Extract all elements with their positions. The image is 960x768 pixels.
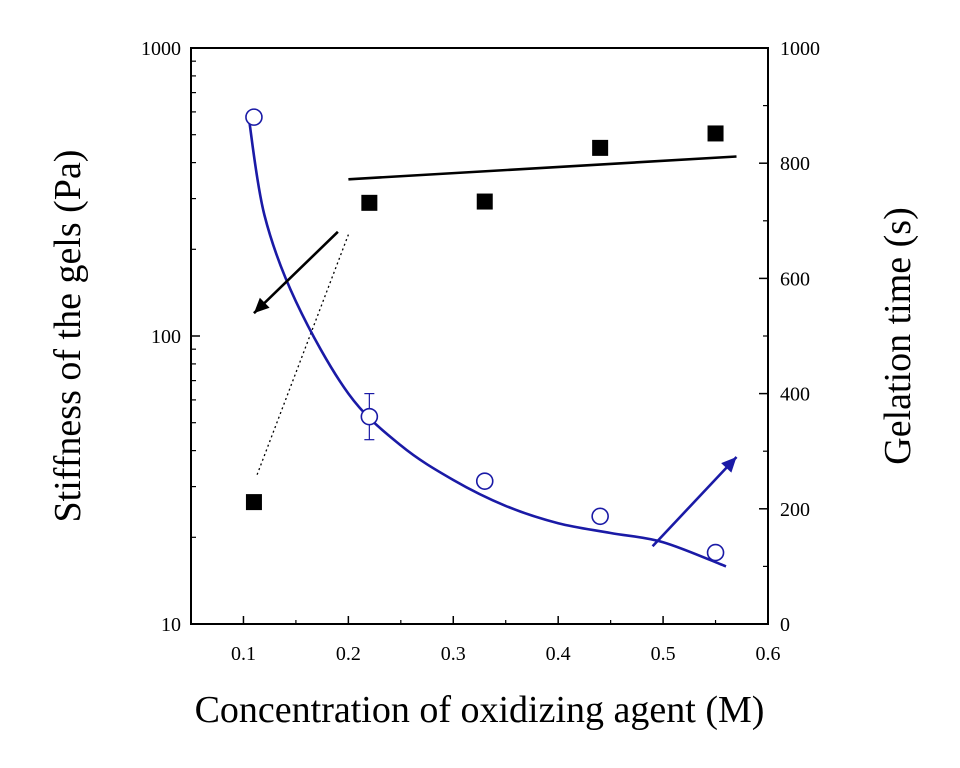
stiffness-point <box>245 494 262 511</box>
right-axis-arrow-head <box>721 456 737 473</box>
stiffness-fit-line <box>348 155 737 181</box>
right-y-tick-label: 400 <box>780 384 810 406</box>
left-y-tick-label: 100 <box>151 326 181 348</box>
right-axis-arrow-shaft <box>651 456 738 548</box>
right-y-tick-label: 800 <box>780 153 810 175</box>
stiffness-point <box>361 194 378 211</box>
x-tick-label: 0.3 <box>441 643 466 665</box>
gelation-time-point <box>245 108 263 126</box>
stiffness-dotted-guide-line <box>256 234 350 475</box>
x-tick-label: 0.1 <box>231 643 256 665</box>
right-y-axis-title: Gelation time (s) <box>877 207 919 464</box>
gelation-time-point <box>475 472 494 490</box>
right-y-tick-label: 200 <box>780 499 810 521</box>
plot-frame <box>190 47 769 625</box>
error-bars <box>364 393 721 559</box>
left-y-tick-label: 1000 <box>141 38 181 60</box>
stiffness-point <box>592 139 609 156</box>
left-y-tick-label: 10 <box>161 614 181 636</box>
plot-border <box>190 47 769 625</box>
axis-arrows <box>253 230 738 548</box>
gelation-time-point <box>591 507 609 526</box>
left-y-axis-title: Stiffness of the gels (Pa) <box>47 150 89 523</box>
x-tick-label: 0.4 <box>546 643 571 665</box>
gelation-time-fit-curve <box>247 116 727 568</box>
axis-ticks: 0.1 0.2 0.3 0.4 0.5 0.6 10 100 1000 0 200 400 600 800… <box>141 38 820 665</box>
right-y-tick-label: 600 <box>780 268 810 290</box>
left-axis-arrow-shaft <box>253 230 339 315</box>
data-points <box>245 108 725 562</box>
x-tick-label: 0.5 <box>651 643 676 665</box>
right-y-tick-label: 0 <box>780 614 790 636</box>
x-tick-label: 0.6 <box>756 643 781 665</box>
stiffness-point <box>476 193 493 210</box>
x-tick-label: 0.2 <box>336 643 361 665</box>
trend-lines <box>247 116 737 568</box>
right-y-tick-label: 1000 <box>780 38 820 60</box>
left-axis-arrow-head <box>253 297 270 314</box>
stiffness-point <box>707 125 724 142</box>
gelation-time-point <box>360 407 379 426</box>
x-axis-title: Concentration of oxidizing agent (M) <box>195 689 765 731</box>
gelation-time-point <box>706 543 725 562</box>
